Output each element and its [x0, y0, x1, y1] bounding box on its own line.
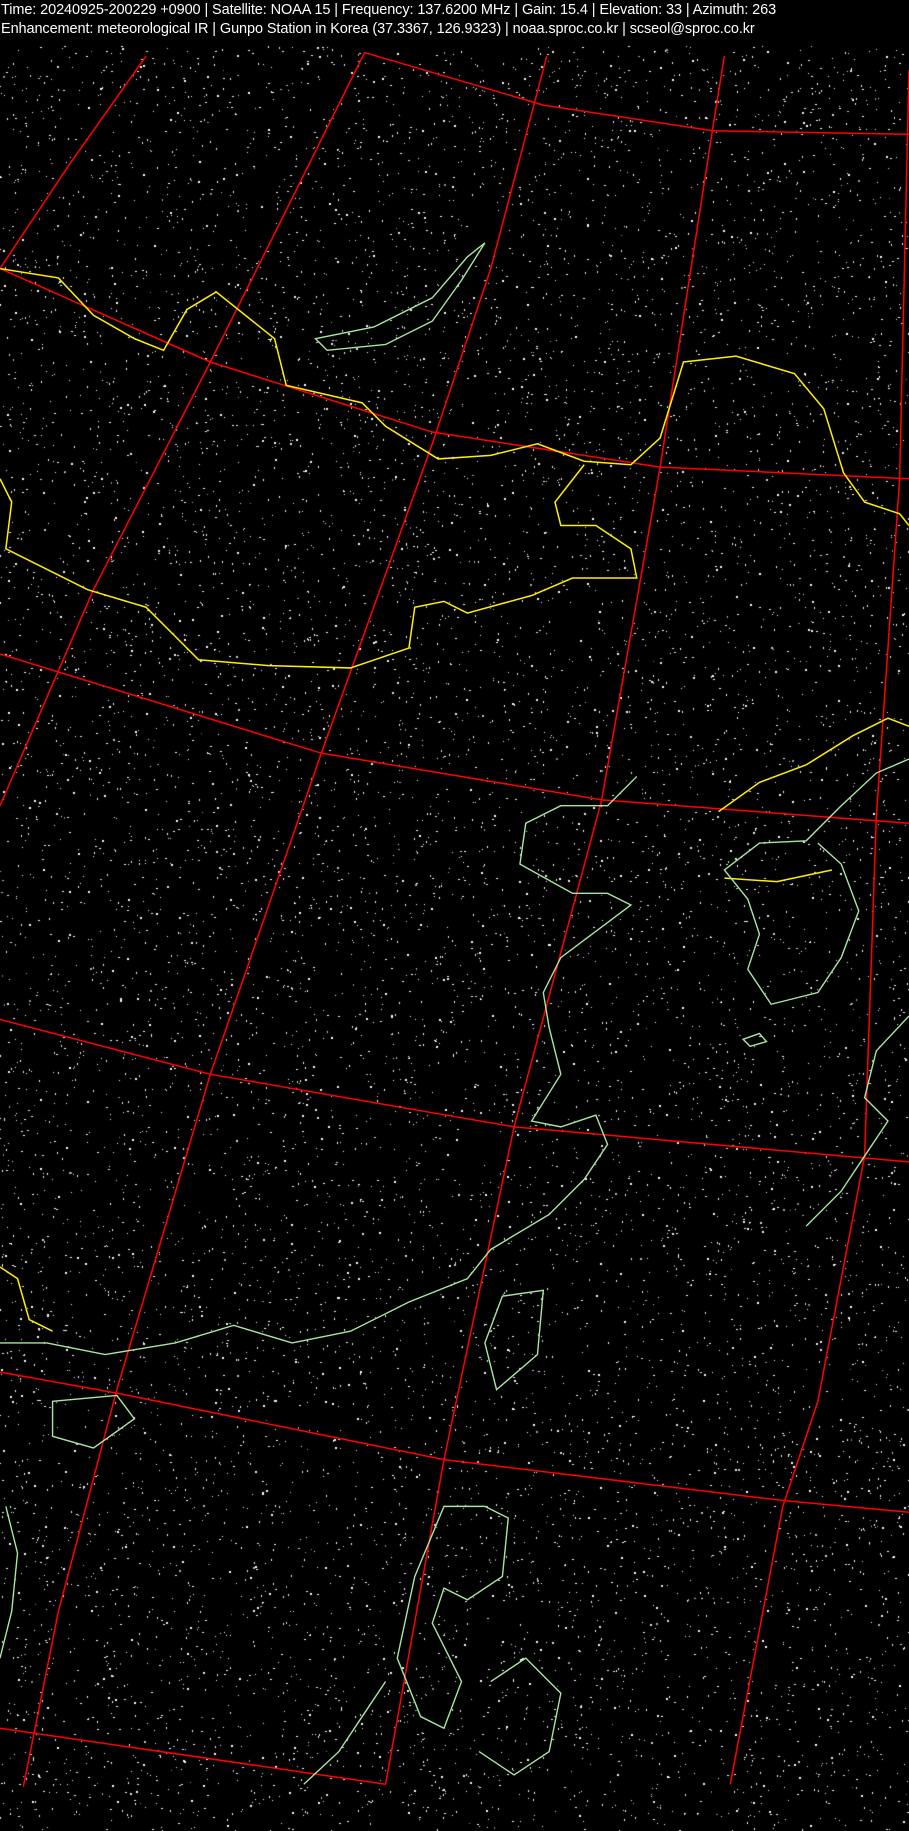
jeju [741, 1032, 768, 1048]
graticule-line [0, 52, 366, 807]
country-borders [0, 267, 909, 1332]
taiwan [484, 1289, 545, 1391]
graticule-line [0, 1018, 909, 1163]
coastline-japan [805, 1015, 909, 1227]
border-line [718, 717, 909, 813]
coastline [303, 1681, 387, 1785]
coastlines [0, 242, 909, 1785]
graticule [0, 51, 909, 1787]
graticule-line [0, 1371, 909, 1513]
header-info-line-2: Enhancement: meteorological IR | Gunpo S… [1, 21, 755, 37]
border-line [0, 267, 909, 526]
lake-baikal [314, 242, 486, 352]
graticule-line [0, 55, 147, 269]
graticule-line [22, 55, 548, 1787]
graticule-line [0, 653, 909, 825]
hainan [51, 1394, 136, 1449]
coastline [0, 1506, 19, 1659]
coastline [478, 1657, 562, 1776]
header-info-line-1: Time: 20240925-200229 +0900 | Satellite:… [1, 2, 777, 18]
graticule-line [0, 267, 909, 480]
philippines [396, 1505, 509, 1730]
border-line [0, 1266, 53, 1332]
graticule-line [0, 1727, 386, 1786]
border-line [724, 869, 833, 883]
coastline [0, 776, 638, 1356]
border-line [0, 464, 638, 669]
coastline [723, 758, 909, 1006]
graticule-line [364, 51, 909, 136]
